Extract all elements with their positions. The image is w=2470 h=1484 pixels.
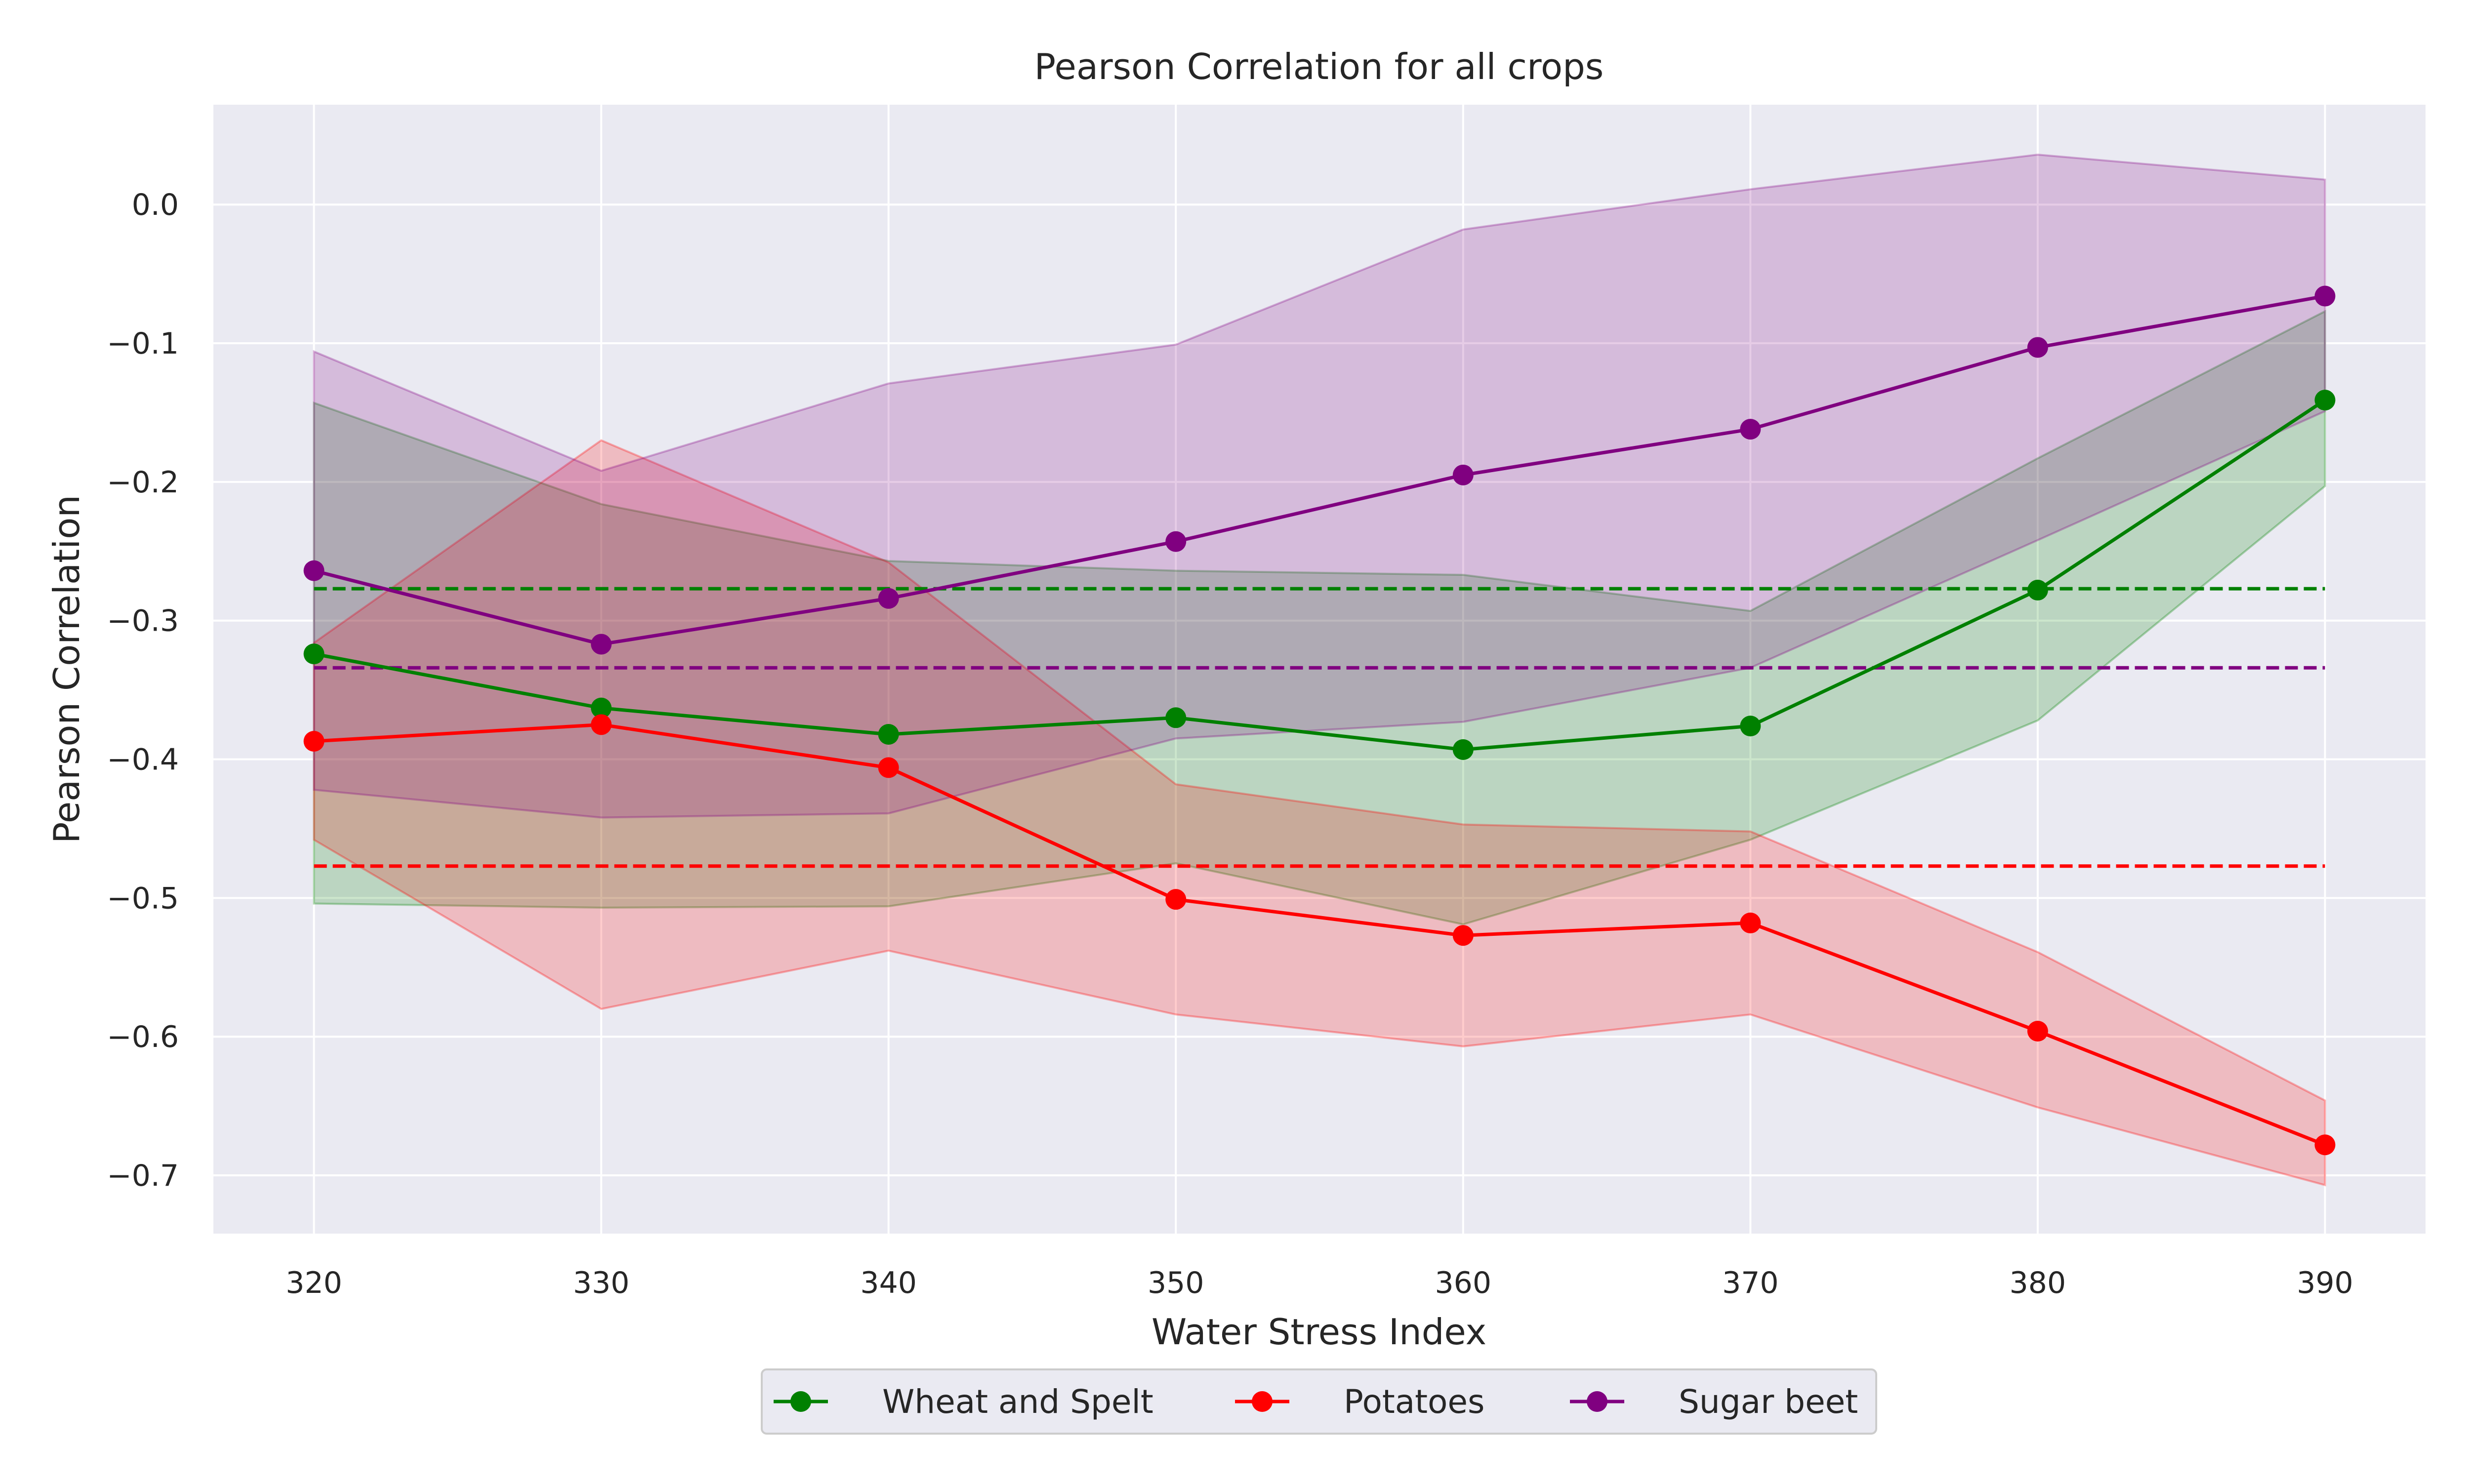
- x-tick-label: 320: [286, 1266, 342, 1300]
- sugar-beet-line: [313, 294, 2326, 646]
- x-tick-label: 380: [2010, 1266, 2066, 1300]
- legend-box: [761, 1368, 1877, 1435]
- potatoes-point: [2027, 1020, 2048, 1042]
- potatoes-legend-label: Potatoes: [1344, 1383, 1484, 1421]
- sugar-beet-point: [1165, 531, 1187, 552]
- sugar-beet-point: [591, 634, 612, 655]
- potatoes-point: [878, 757, 899, 778]
- wheat-and-spelt-point: [591, 697, 612, 719]
- y-tick-label: −0.2: [107, 465, 179, 500]
- wheat-and-spelt-legend-label: Wheat and Spelt: [882, 1383, 1153, 1421]
- series-lines: [303, 285, 2336, 1156]
- chart-title: Pearson Correlation for all crops: [1034, 46, 1604, 87]
- x-tick-label: 340: [860, 1266, 917, 1300]
- wheat-and-spelt-line: [313, 399, 2326, 752]
- legend: Wheat and Spelt Potatoes Sugar beet: [761, 1368, 1877, 1435]
- x-tick-label: 370: [1722, 1266, 1779, 1300]
- sugar-beet-point: [2027, 337, 2048, 358]
- y-tick-label: −0.3: [107, 604, 179, 639]
- wheat-and-spelt-point: [2027, 579, 2048, 601]
- potatoes-point: [1165, 889, 1187, 910]
- x-tick-label: 390: [2297, 1266, 2353, 1300]
- sugar-beet-point: [303, 560, 325, 581]
- x-tick-label: 330: [573, 1266, 630, 1300]
- wheat-and-spelt-band: [313, 310, 2326, 925]
- wheat-and-spelt-point: [1740, 716, 1761, 737]
- wheat-and-spelt-point: [1165, 707, 1187, 728]
- potatoes-legend-marker: [1252, 1391, 1273, 1412]
- y-tick-label: −0.6: [107, 1020, 179, 1054]
- x-tick-label: 360: [1435, 1266, 1492, 1300]
- y-tick-label: −0.4: [107, 743, 179, 777]
- wheat-and-spelt-point: [878, 723, 899, 745]
- potatoes-point: [2314, 1134, 2336, 1156]
- x-axis-label: Water Stress Index: [1152, 1311, 1486, 1353]
- wheat-and-spelt-legend-marker: [790, 1391, 811, 1412]
- sugar-beet-legend-marker: [1587, 1391, 1607, 1412]
- wheat-and-spelt-point: [303, 643, 325, 665]
- y-tick-label: −0.7: [107, 1159, 179, 1193]
- sugar-beet-legend-label: Sugar beet: [1679, 1383, 1858, 1421]
- sugar-beet-point: [878, 588, 899, 609]
- confidence-bands: [313, 154, 2326, 1187]
- potatoes-point: [1452, 925, 1474, 946]
- potatoes-point: [1740, 912, 1761, 933]
- sugar-beet-band: [313, 154, 2326, 819]
- y-tick-label: −0.1: [107, 326, 179, 361]
- potatoes-point: [303, 731, 325, 752]
- x-tick-labels: 320 330 340 350 360 370 380 390: [286, 1266, 2353, 1300]
- sugar-beet-point: [1452, 464, 1474, 485]
- potatoes-band: [313, 439, 2326, 1187]
- potatoes-point: [591, 714, 612, 735]
- wheat-and-spelt-point: [1452, 739, 1474, 760]
- potatoes-line: [314, 722, 2326, 1147]
- y-tick-labels: 0.0 −0.1 −0.2 −0.3 −0.4 −0.5 −0.6 −0.7: [107, 188, 179, 1193]
- wheat-and-spelt-point: [2314, 390, 2336, 411]
- x-tick-label: 350: [1148, 1266, 1204, 1300]
- y-tick-label: −0.5: [107, 881, 179, 916]
- y-tick-label: 0.0: [132, 188, 179, 222]
- sugar-beet-point: [1740, 419, 1761, 440]
- sugar-beet-point: [2314, 285, 2336, 307]
- mean-lines: [314, 587, 2325, 868]
- y-axis-label: Pearson Correlation: [46, 495, 87, 843]
